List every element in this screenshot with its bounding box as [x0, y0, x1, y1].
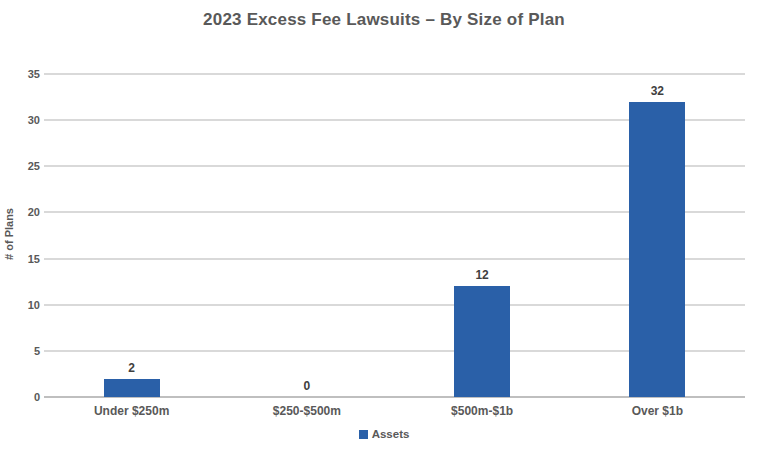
data-label--500m-1b: 12: [452, 268, 512, 282]
y-tick-25: 25: [0, 159, 40, 173]
chart-canvas: 2023 Excess Fee Lawsuits – By Size of Pl…: [0, 0, 768, 455]
x-label--500m-1b: $500m-$1b: [451, 404, 513, 418]
y-tick-5: 5: [0, 344, 40, 358]
legend-swatch-icon: [359, 430, 368, 439]
plot-area: 2 0 12 32: [44, 74, 745, 397]
data-label-under-250m: 2: [102, 361, 162, 375]
bar-over-1b: [629, 102, 685, 397]
legend: Assets: [0, 428, 768, 440]
x-label-over-1b: Over $1b: [632, 404, 683, 418]
bar-under-250m: [104, 379, 160, 397]
bar--500m-1b: [454, 286, 510, 397]
y-tick-35: 35: [0, 67, 40, 81]
x-axis-labels: Under $250m $250-$500m $500m-$1b Over $1b: [44, 404, 745, 422]
y-tick-10: 10: [0, 298, 40, 312]
x-label-under-250m: Under $250m: [94, 404, 169, 418]
y-axis-ticks: 05101520253035: [0, 74, 40, 397]
y-tick-30: 30: [0, 113, 40, 127]
gridline-35: [44, 73, 745, 75]
data-label-over-1b: 32: [627, 84, 687, 98]
chart-title: 2023 Excess Fee Lawsuits – By Size of Pl…: [0, 10, 768, 30]
y-tick-20: 20: [0, 205, 40, 219]
y-tick-15: 15: [0, 252, 40, 266]
y-tick-0: 0: [0, 390, 40, 404]
data-label--250-500m: 0: [277, 379, 337, 393]
legend-label: Assets: [372, 428, 410, 440]
x-label--250-500m: $250-$500m: [273, 404, 341, 418]
